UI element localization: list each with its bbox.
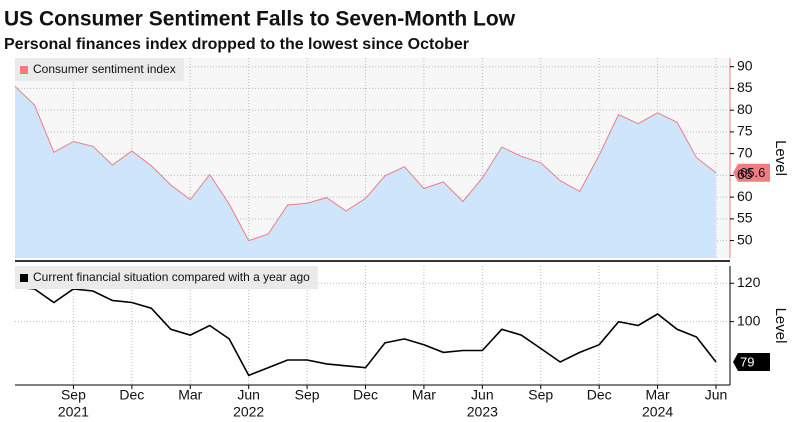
x-tick-label: Mar <box>646 387 670 403</box>
value-tag <box>733 163 770 182</box>
line <box>14 85 717 242</box>
legend-label: Current financial situation compared wit… <box>33 270 310 284</box>
x-tick-label: Mar <box>412 387 436 403</box>
x-year-label: 2021 <box>58 404 89 420</box>
x-year-label: 2022 <box>233 404 264 420</box>
y-tick-label: 55 <box>737 210 753 226</box>
value-tag <box>733 352 770 371</box>
y-tick-label: 120 <box>737 274 761 290</box>
x-year-label: 2023 <box>467 404 498 420</box>
x-year-label: 2024 <box>642 404 673 420</box>
legend-label: Consumer sentiment index <box>33 62 176 76</box>
x-tick-label: Jun <box>705 387 728 403</box>
x-tick-label: Sep <box>528 387 553 403</box>
y-tick-label: 75 <box>737 123 753 139</box>
x-tick-label: Dec <box>353 387 378 403</box>
x-tick-label: Jun <box>237 387 260 403</box>
y-tick-label: 90 <box>737 57 753 73</box>
x-tick-label: Dec <box>587 387 612 403</box>
y-tick-label: 100 <box>737 312 761 328</box>
x-tick-label: Jun <box>471 387 494 403</box>
legend-background <box>15 266 318 289</box>
legend-swatch <box>20 66 28 74</box>
y-tick-label: 70 <box>737 144 753 160</box>
y-tick-label: 60 <box>737 188 753 204</box>
y-tick-label: 85 <box>737 79 753 95</box>
y-tick-label: 80 <box>737 101 753 117</box>
legend-background <box>15 58 184 81</box>
y-axis-label: Level <box>772 140 789 176</box>
y-axis-label: Level <box>772 308 789 344</box>
chart-subtitle: Personal finances index dropped to the l… <box>4 36 469 53</box>
x-tick-label: Mar <box>178 387 202 403</box>
legend-swatch <box>20 274 28 282</box>
y-tick-label: 65 <box>737 166 753 182</box>
x-tick-label: Sep <box>61 387 86 403</box>
value-label: 65.6 <box>740 165 765 180</box>
x-tick-label: Dec <box>119 387 144 403</box>
value-label: 79 <box>740 354 754 369</box>
area <box>15 86 716 258</box>
x-tick-label: Sep <box>295 387 320 403</box>
y-tick-label: 50 <box>737 231 753 247</box>
line <box>14 286 717 377</box>
chart-title: US Consumer Sentiment Falls to Seven-Mon… <box>4 8 516 31</box>
